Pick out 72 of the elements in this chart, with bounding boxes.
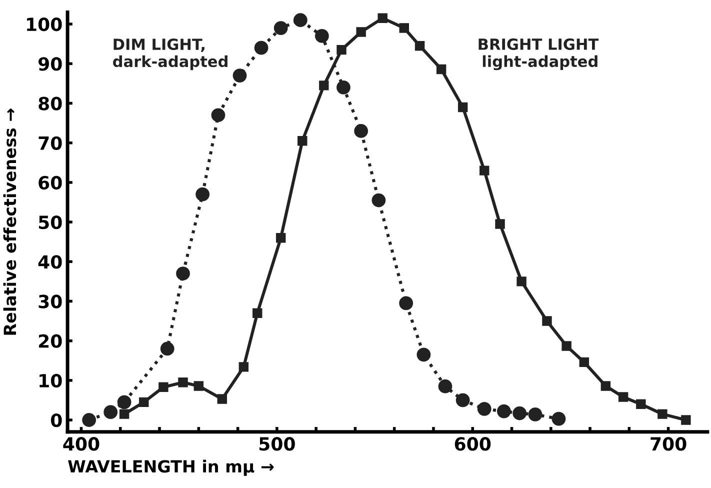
point <box>438 379 452 394</box>
point <box>117 395 132 410</box>
point <box>562 341 572 351</box>
point <box>119 409 130 419</box>
text: BRIGHT LIGHT light-adapted <box>478 38 599 70</box>
point <box>372 193 386 208</box>
point <box>217 394 227 404</box>
y-tick-label: 30 <box>38 294 62 308</box>
y-tick-label: 40 <box>38 255 62 269</box>
point <box>436 64 446 74</box>
x-tick-label: 400 <box>63 437 100 451</box>
point <box>636 399 646 410</box>
point <box>658 409 668 419</box>
y-tick-label: 20 <box>38 334 62 348</box>
y-tick-label: 50 <box>38 216 62 230</box>
point <box>274 21 288 35</box>
point <box>293 13 308 28</box>
point <box>238 362 249 372</box>
point <box>542 316 552 326</box>
point <box>194 381 204 391</box>
point <box>458 102 468 112</box>
x-tick-label: 700 <box>650 437 686 451</box>
point <box>276 233 286 243</box>
y-tick-label: 60 <box>38 176 62 190</box>
point <box>480 166 490 176</box>
series-label: DIM LIGHT, dark-adapted <box>113 38 228 70</box>
point <box>211 108 226 122</box>
y-tick-label: 80 <box>38 96 62 110</box>
point <box>378 13 388 23</box>
point <box>178 378 188 388</box>
point <box>252 308 262 318</box>
point <box>176 266 190 280</box>
x-tick-label: 500 <box>259 437 295 451</box>
point <box>579 357 590 368</box>
point <box>528 408 542 422</box>
point <box>552 412 566 426</box>
point <box>254 40 268 55</box>
point <box>512 406 527 420</box>
point <box>82 413 96 427</box>
point <box>618 392 628 402</box>
point <box>356 27 366 37</box>
point <box>336 80 350 94</box>
point <box>477 402 492 416</box>
point <box>416 348 431 362</box>
point <box>495 219 505 229</box>
y-tick-label: 70 <box>38 136 62 150</box>
point <box>399 23 409 33</box>
point <box>319 80 329 90</box>
point <box>158 382 168 392</box>
point <box>336 44 346 55</box>
x-tick-label: 600 <box>454 437 491 451</box>
y-axis-title: Relative effectiveness → <box>3 108 16 335</box>
point <box>232 68 247 82</box>
y-tick-label: 90 <box>38 57 62 71</box>
point <box>496 404 511 418</box>
point <box>600 381 611 391</box>
point <box>681 415 691 425</box>
point <box>104 405 118 420</box>
point <box>139 397 149 408</box>
point <box>354 124 368 138</box>
point <box>399 296 414 310</box>
point <box>160 342 174 356</box>
point <box>516 276 526 286</box>
point <box>314 29 329 43</box>
point <box>298 136 308 146</box>
x-axis-title: WAVELENGTH in mμ → <box>68 460 274 476</box>
point <box>196 187 210 202</box>
y-tick-label: 0 <box>50 413 62 428</box>
point <box>456 393 470 408</box>
y-tick-label: 10 <box>40 374 62 388</box>
point <box>414 40 425 51</box>
y-tick-label: 100 <box>27 18 62 32</box>
